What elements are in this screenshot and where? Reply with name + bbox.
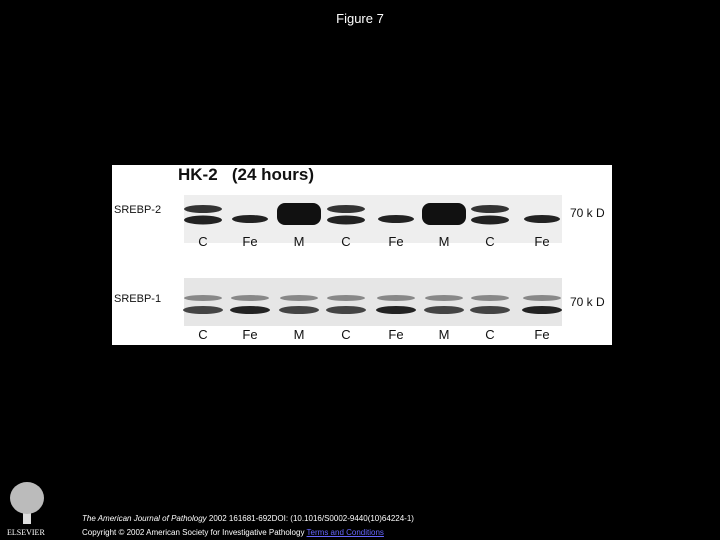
band <box>524 215 560 223</box>
blot-strip <box>184 278 562 326</box>
band <box>327 295 365 301</box>
band <box>376 306 416 314</box>
band <box>184 295 222 301</box>
band <box>422 203 466 225</box>
lane-label: Fe <box>388 234 403 249</box>
blot-label: SREBP-1 <box>114 293 161 305</box>
citation: 2002 161681-692DOI: (10.1016/S0002-9440(… <box>206 514 414 523</box>
band <box>377 295 415 301</box>
copyright-line: Copyright © 2002 American Society for In… <box>82 528 384 537</box>
band <box>327 215 365 225</box>
band <box>471 215 509 225</box>
band <box>523 295 561 301</box>
band <box>378 215 414 223</box>
blot-figure: HK-2 (24 hours) SREBP-2 70 k D C Fe M C Fe M C Fe… <box>112 165 612 345</box>
copyright: Copyright © 2002 American Society for In… <box>82 528 305 537</box>
band <box>280 295 318 301</box>
band <box>471 295 509 301</box>
lane-label: Fe <box>534 327 549 342</box>
lane-label: M <box>439 327 450 342</box>
band <box>471 205 509 213</box>
band <box>277 203 321 225</box>
lane-label: Fe <box>242 234 257 249</box>
journal-name: The American Journal of Pathology <box>82 514 207 523</box>
band <box>425 295 463 301</box>
panel-title: HK-2 (24 hours) <box>178 165 314 184</box>
lane-label: M <box>294 327 305 342</box>
citation-line: The American Journal of Pathology 2002 1… <box>82 514 414 523</box>
size-marker: 70 k D <box>570 206 605 220</box>
band <box>522 306 562 314</box>
band <box>231 295 269 301</box>
band <box>184 215 222 225</box>
band <box>424 306 464 314</box>
lane-label: C <box>198 234 207 249</box>
lane-label: C <box>485 327 494 342</box>
size-marker: 70 k D <box>570 295 605 309</box>
lane-label: C <box>341 234 350 249</box>
band <box>184 205 222 213</box>
lane-label: C <box>485 234 494 249</box>
lane-label: M <box>294 234 305 249</box>
band <box>232 215 268 223</box>
lane-label: C <box>198 327 207 342</box>
lane-label: Fe <box>242 327 257 342</box>
blot-label: SREBP-2 <box>114 204 161 216</box>
lane-label: Fe <box>534 234 549 249</box>
band <box>327 205 365 213</box>
publisher-logo <box>10 482 44 524</box>
band <box>183 306 223 314</box>
band <box>279 306 319 314</box>
band <box>230 306 270 314</box>
band <box>326 306 366 314</box>
band <box>470 306 510 314</box>
terms-link[interactable]: Terms and Conditions <box>306 528 384 537</box>
figure-title: Figure 7 <box>336 11 384 26</box>
lane-label: C <box>341 327 350 342</box>
publisher-name: ELSEVIER <box>7 528 45 537</box>
lane-label: Fe <box>388 327 403 342</box>
lane-label: M <box>439 234 450 249</box>
